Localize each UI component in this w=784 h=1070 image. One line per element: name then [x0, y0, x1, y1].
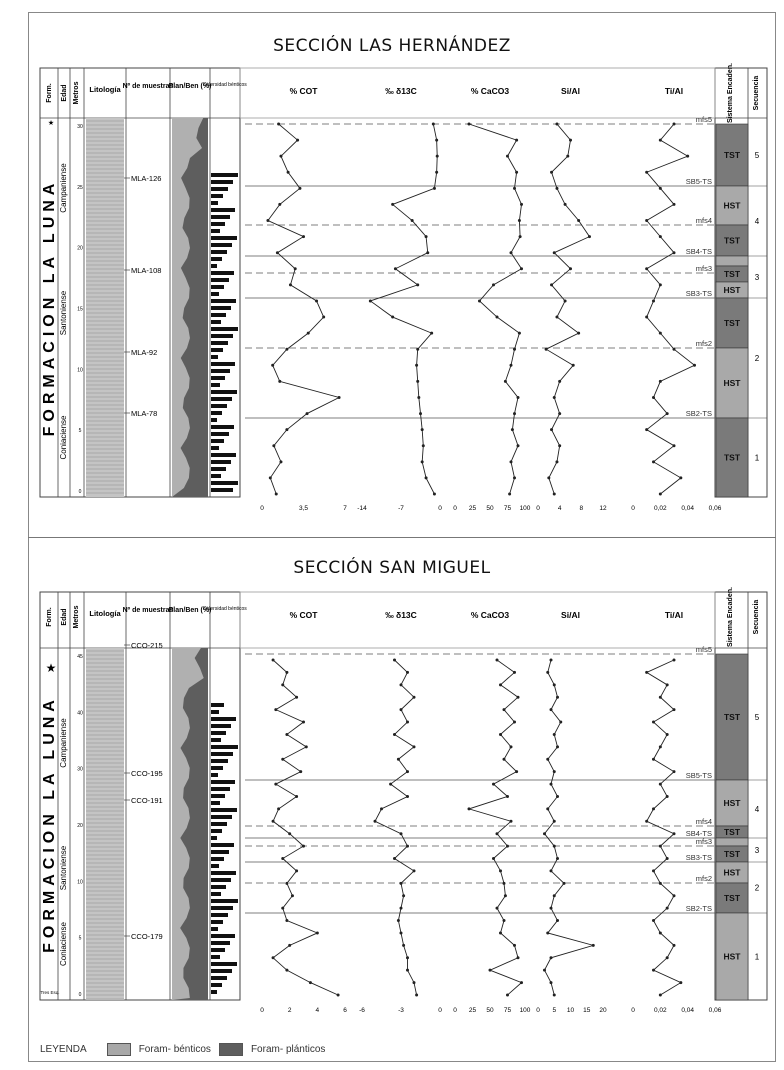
legend-swatch-planticos: [218, 1043, 243, 1056]
section-title-san-miguel: SECCIÓN SAN MIGUEL: [293, 558, 491, 578]
legend-label-planticos: Foram- plánticos: [250, 1044, 326, 1055]
legend-title: LEYENDA: [40, 1044, 87, 1055]
legend: LEYENDA Foram- bénticos Foram- plánticos: [40, 1043, 325, 1056]
legend-label-benticos: Foram- bénticos: [138, 1044, 211, 1055]
section-title-las-hernandez: SECCIÓN LAS HERNÁNDEZ: [273, 36, 511, 56]
section-separator: [28, 537, 776, 538]
legend-swatch-benticos: [106, 1043, 131, 1056]
